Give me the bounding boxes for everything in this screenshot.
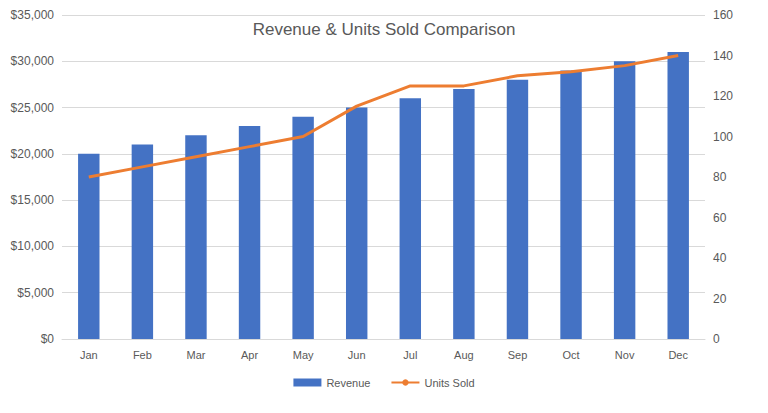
svg-text:$25,000: $25,000 bbox=[11, 101, 55, 115]
svg-text:Nov: Nov bbox=[615, 349, 635, 361]
svg-text:120: 120 bbox=[713, 89, 733, 103]
svg-text:Dec: Dec bbox=[668, 349, 688, 361]
svg-text:May: May bbox=[293, 349, 314, 361]
svg-text:Apr: Apr bbox=[241, 349, 258, 361]
svg-text:40: 40 bbox=[713, 251, 727, 265]
svg-text:0: 0 bbox=[713, 332, 720, 346]
svg-text:Jul: Jul bbox=[403, 349, 417, 361]
svg-text:$15,000: $15,000 bbox=[11, 193, 55, 207]
svg-text:$35,000: $35,000 bbox=[11, 8, 55, 22]
svg-text:Jan: Jan bbox=[80, 349, 98, 361]
svg-text:Aug: Aug bbox=[454, 349, 474, 361]
svg-text:Sep: Sep bbox=[508, 349, 528, 361]
svg-text:Units Sold: Units Sold bbox=[424, 377, 474, 389]
svg-text:Revenue: Revenue bbox=[326, 377, 370, 389]
svg-text:$5,000: $5,000 bbox=[17, 286, 54, 300]
svg-text:Feb: Feb bbox=[133, 349, 152, 361]
svg-text:$20,000: $20,000 bbox=[11, 147, 55, 161]
svg-text:60: 60 bbox=[713, 211, 727, 225]
svg-text:Revenue & Units Sold Compariso: Revenue & Units Sold Comparison bbox=[253, 20, 516, 39]
svg-text:Jun: Jun bbox=[348, 349, 366, 361]
svg-text:Mar: Mar bbox=[186, 349, 205, 361]
svg-text:80: 80 bbox=[713, 170, 727, 184]
svg-text:$10,000: $10,000 bbox=[11, 239, 55, 253]
svg-text:20: 20 bbox=[713, 292, 727, 306]
svg-text:$0: $0 bbox=[41, 332, 55, 346]
svg-text:160: 160 bbox=[713, 8, 733, 22]
svg-text:140: 140 bbox=[713, 49, 733, 63]
svg-text:Oct: Oct bbox=[562, 349, 579, 361]
svg-text:$30,000: $30,000 bbox=[11, 54, 55, 68]
svg-text:100: 100 bbox=[713, 130, 733, 144]
